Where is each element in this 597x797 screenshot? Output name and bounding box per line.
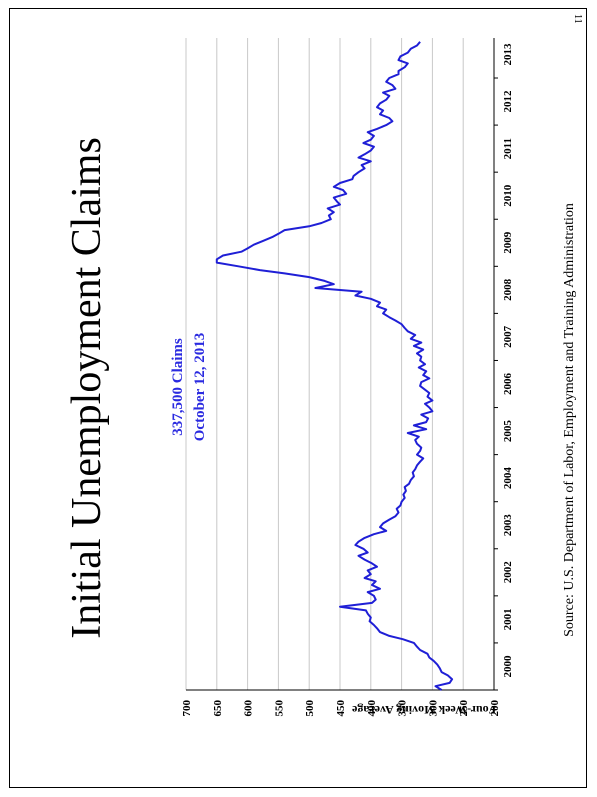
x-tick-label: 2009 bbox=[502, 231, 514, 254]
y-tick-label: 650 bbox=[212, 700, 224, 717]
y-tick-label: 400 bbox=[366, 700, 378, 717]
y-tick-label: 550 bbox=[273, 700, 285, 717]
x-tick-labels: 2000 2001 2002 2003 2004 2005 2006 2007 2008 2009… bbox=[494, 43, 514, 691]
x-tick-label: 2006 bbox=[502, 373, 514, 396]
page-frame bbox=[9, 8, 587, 788]
chart-title: Initial Unemployment Claims bbox=[64, 137, 110, 639]
x-tick-label: 2002 bbox=[502, 561, 514, 584]
y-tick-labels: 700 650 600 550 500 450 400 350 300 250 200 bbox=[181, 700, 501, 717]
y-tick-label: 200 bbox=[489, 700, 501, 717]
y-tick-label: 300 bbox=[427, 700, 439, 717]
y-tick-label: 250 bbox=[458, 700, 470, 717]
annotation-claims: 337,500 Claims bbox=[170, 338, 186, 436]
y-tick-label: 600 bbox=[243, 700, 255, 717]
x-tick-label: 2003 bbox=[502, 514, 514, 537]
x-tick-label: 2005 bbox=[502, 420, 514, 443]
x-tick-label: 2007 bbox=[502, 325, 514, 348]
source-note: Source: U.S. Department of Labor, Employ… bbox=[562, 203, 577, 637]
axes bbox=[186, 38, 495, 691]
x-tick-label: 2013 bbox=[502, 43, 514, 65]
x-tick-label: 2000 bbox=[502, 655, 514, 678]
x-tick-label: 2004 bbox=[502, 467, 514, 490]
series-line-claims bbox=[215, 41, 454, 691]
y-axis-label: Four-Week Moving Average bbox=[351, 703, 496, 717]
y-tick-label: 500 bbox=[304, 700, 316, 717]
x-tick-label: 2010 bbox=[502, 184, 514, 207]
y-tick-label: 700 bbox=[181, 700, 193, 717]
x-tick-label: 2001 bbox=[502, 608, 514, 630]
grid-lines bbox=[185, 38, 464, 690]
x-tick-label: 2012 bbox=[502, 90, 514, 113]
x-tick-label: 2011 bbox=[502, 138, 514, 159]
x-tick-label: 2008 bbox=[502, 278, 514, 301]
y-tick-label: 350 bbox=[397, 700, 409, 717]
annotation-date: October 12, 2013 bbox=[192, 333, 208, 441]
y-tick-label: 450 bbox=[335, 700, 347, 717]
